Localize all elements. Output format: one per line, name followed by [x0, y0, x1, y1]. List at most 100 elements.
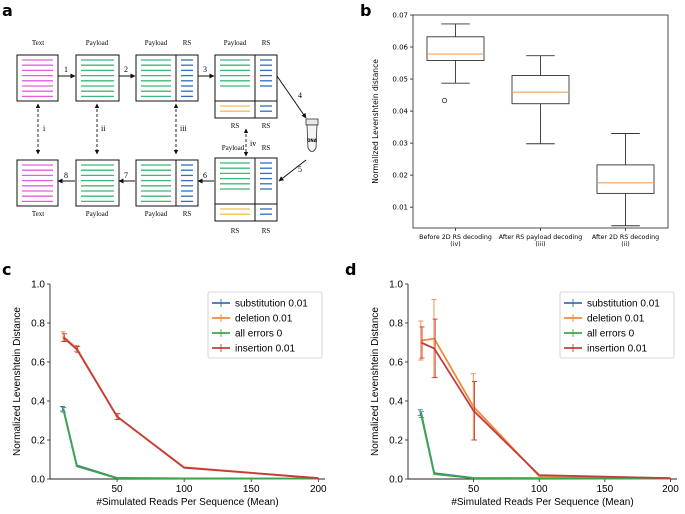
label-payload-bottom: Payload: [86, 210, 109, 218]
legend-label: all errors 0: [587, 329, 635, 340]
rs-rows-box-top3: [214, 100, 256, 119]
legend-label: substitution 0.01: [587, 299, 660, 310]
y-tick-label: 0.04: [392, 108, 408, 116]
legend-label: insertion 0.01: [235, 344, 295, 355]
series-line: [420, 337, 671, 480]
rs-box-bottom: [175, 159, 199, 207]
series-insertion-0-01: [61, 333, 319, 480]
label-rs-bottom5: RS: [262, 227, 271, 235]
legend-label: insertion 0.01: [587, 344, 647, 355]
rs-rows-box-bottom3: [214, 203, 256, 222]
legend-label: all errors 0: [235, 329, 283, 340]
step-3: 3: [203, 65, 207, 74]
legend-label: deletion 0.01: [587, 314, 645, 325]
arrow-step-5: [278, 159, 307, 182]
series-substitution-0-01: [417, 409, 671, 480]
y-tick-label: 0.2: [389, 436, 403, 447]
line-chart-d: 0.0 0.2 0.4 0.6 0.8 1.0 50 100 150 200 #Simulated …: [370, 280, 679, 509]
series-line: [62, 409, 319, 480]
series-line: [62, 336, 319, 480]
y-tick-label: 0.05: [392, 76, 408, 84]
y-tick-label: 0.8: [389, 319, 403, 330]
label-payload-top2: Payload: [145, 39, 168, 47]
y-tick-label: 0.02: [392, 172, 408, 180]
legend: substitution 0.01 deletion 0.01 all errors…: [559, 291, 675, 359]
series-all-errors-0: [61, 406, 319, 480]
step-8: 8: [64, 171, 68, 180]
legend-label: deletion 0.01: [235, 314, 293, 325]
y-tick-label: 0.4: [389, 397, 403, 408]
payload-box-rs-bottom: [135, 159, 177, 207]
series-line: [420, 412, 671, 480]
x-tick-label: 50: [112, 484, 124, 495]
panel-label-a: a: [2, 1, 13, 20]
stage-ii: ii: [101, 124, 106, 133]
label-rs-bottom2-top3: RS: [262, 122, 271, 130]
label-rs-bottom3: RS: [262, 144, 271, 152]
x-tick-sublabel: (ii): [621, 241, 629, 248]
x-tick-label: 100: [531, 484, 548, 495]
dna-tube-icon: DNA: [305, 118, 319, 152]
legend-label: substitution 0.01: [235, 299, 308, 310]
y-tick-label: 0.4: [31, 397, 45, 408]
label-text-bottom: Text: [32, 210, 44, 218]
outlier-point: [441, 97, 448, 104]
y-axis-label: Normalized Levenshtein distance: [371, 59, 380, 184]
encoding-pipeline-diagram: Text Payload Payload RS Payload RS RS RS Text Pay…: [16, 39, 319, 235]
panel-label-b: b: [360, 1, 371, 20]
x-tick-sublabel: (iii): [535, 241, 545, 248]
label-rs-bottom2: RS: [183, 210, 192, 218]
y-tick-label: 0.0: [31, 475, 45, 486]
boxplot-chart: 0.01 0.02 0.03 0.04 0.05 0.06 0.07 Normalized L…: [371, 12, 669, 248]
label-payload-bottom2: Payload: [145, 210, 168, 218]
y-tick-label: 0.2: [31, 436, 45, 447]
payload-box-top3: [214, 54, 256, 102]
label-text-top: Text: [32, 39, 44, 47]
legend: substitution 0.01 deletion 0.01 all errors…: [207, 291, 323, 359]
payload-box-rs-top: [135, 54, 177, 102]
iqr-box: [596, 164, 655, 194]
y-tick-label: 0.8: [31, 319, 45, 330]
stage-iii: iii: [180, 124, 187, 133]
series-insertion-0-01: [419, 318, 671, 480]
label-payload-bottom3: Payload: [222, 144, 245, 152]
label-rs-top3: RS: [262, 39, 271, 47]
y-tick-label: 0.6: [31, 358, 45, 369]
arrow-step-4: [276, 75, 307, 119]
iqr-box: [426, 36, 485, 61]
legend-frame: [207, 291, 323, 359]
label-rs-bottom4: RS: [231, 227, 240, 235]
y-tick-label: 1.0: [389, 280, 403, 291]
stage-iv: iv: [250, 139, 256, 148]
x-tick-label: 150: [596, 484, 613, 495]
x-axis-label: #Simulated Reads Per Sequence (Mean): [96, 497, 278, 508]
x-tick-label: 50: [468, 484, 480, 495]
step-7: 7: [124, 171, 128, 180]
panel-label-d: d: [345, 260, 356, 279]
panel-label-c: c: [2, 260, 11, 279]
box-3: [596, 133, 655, 227]
iqr-box: [511, 75, 570, 105]
step-2: 2: [124, 65, 128, 74]
box-1: [426, 23, 485, 104]
stage-i: i: [43, 124, 46, 133]
payload-box-bottom: [75, 159, 120, 207]
label-rs-bottom-top3: RS: [231, 122, 240, 130]
payload-box-bottom3: [214, 157, 256, 205]
x-tick-sublabel: (iv): [450, 241, 460, 248]
y-tick-label: 0.06: [392, 44, 408, 52]
x-tick-label: After 2D RS decoding: [592, 234, 659, 241]
step-6: 6: [203, 171, 207, 180]
y-tick-label: 1.0: [31, 280, 45, 291]
x-axis-label: #Simulated Reads Per Sequence (Mean): [451, 497, 633, 508]
svg-text:DNA: DNA: [307, 138, 318, 143]
y-axis-label: Normalized Levenshtein Distance: [370, 307, 381, 456]
x-tick-label: 100: [176, 484, 193, 495]
series-line: [420, 414, 671, 480]
step-5: 5: [298, 165, 302, 174]
x-tick-label: 200: [310, 484, 327, 495]
payload-box-top: [75, 54, 120, 102]
box-2: [511, 55, 570, 145]
label-payload-top: Payload: [86, 39, 109, 47]
